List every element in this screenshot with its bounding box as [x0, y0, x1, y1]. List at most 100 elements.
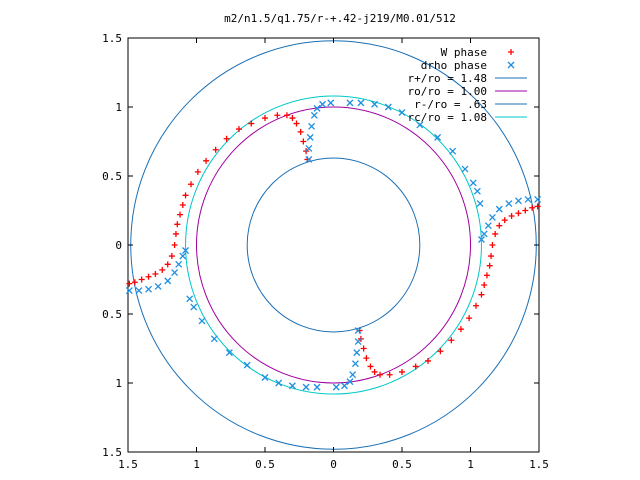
data-point: [481, 282, 488, 289]
data-point: [172, 230, 179, 237]
data-point: [327, 99, 335, 107]
data-point: [332, 383, 340, 391]
data-point: [480, 230, 488, 238]
data-point: [283, 112, 290, 119]
data-point: [488, 253, 495, 260]
data-point: [243, 361, 251, 369]
data-point: [473, 187, 481, 195]
data-point: [529, 204, 536, 211]
legend-label-w-phase: W phase: [441, 46, 487, 59]
data-point: [306, 133, 314, 141]
data-point: [145, 273, 152, 280]
data-point: [319, 100, 326, 108]
data-point: [496, 222, 503, 229]
data-point: [534, 203, 541, 210]
y-tick-label: 1.5: [102, 32, 122, 45]
data-point: [386, 371, 393, 378]
data-point: [164, 261, 171, 268]
data-point: [145, 285, 153, 293]
data-point: [179, 201, 186, 208]
data-point: [131, 279, 138, 286]
data-point: [486, 262, 493, 269]
data-point: [171, 242, 178, 248]
data-point: [466, 315, 473, 322]
data-point: [478, 291, 485, 298]
data-point: [425, 357, 432, 364]
data-point: [274, 112, 281, 119]
data-point: [168, 253, 175, 260]
x-tick-label: 1: [467, 458, 474, 471]
data-point: [188, 181, 195, 188]
data-point: [349, 371, 357, 379]
data-point: [371, 368, 378, 375]
data-point: [305, 155, 313, 163]
data-point: [262, 115, 268, 122]
data-point: [534, 196, 542, 203]
data-point: [492, 230, 499, 237]
data-point: [225, 349, 233, 357]
data-point: [524, 196, 532, 203]
data-point: [341, 382, 348, 390]
data-point: [384, 103, 392, 111]
data-point: [457, 326, 464, 333]
data-point: [212, 146, 219, 153]
data-point: [223, 135, 230, 142]
circle-ro-ro-1-00: [196, 106, 471, 384]
x-tick-label: 0.5: [255, 458, 275, 471]
series-drho-phase: [125, 99, 542, 391]
data-point: [377, 371, 384, 378]
data-point: [194, 168, 201, 175]
data-point: [302, 383, 310, 391]
y-tick-label: 1: [115, 101, 122, 114]
data-point: [354, 338, 362, 346]
y-tick-label: 1.5: [102, 446, 122, 459]
data-point: [203, 157, 210, 164]
data-point: [300, 138, 307, 145]
data-point: [135, 287, 143, 294]
legend-label-drho-phase: drho phase: [421, 59, 487, 72]
data-point: [357, 99, 365, 107]
data-point: [190, 303, 198, 311]
legend-label-ro-ro-1-00: ro/ro = 1.00: [408, 85, 487, 98]
data-point: [483, 272, 490, 279]
data-point: [164, 277, 172, 285]
data-point: [354, 327, 362, 335]
data-point: [126, 280, 133, 287]
legend-label-rc-ro-1-08: rc/ro = 1.08: [408, 111, 487, 124]
series-w-phase: [126, 112, 541, 378]
data-point: [308, 122, 316, 130]
data-point: [159, 266, 166, 273]
legend-label-r-ro-63: r-/ro = .63: [414, 98, 487, 111]
data-point: [305, 144, 313, 152]
data-point: [289, 115, 296, 122]
data-point: [175, 260, 183, 268]
data-point: [313, 104, 321, 112]
data-point: [152, 270, 159, 277]
data-point: [461, 165, 469, 173]
data-point: [182, 192, 189, 199]
data-point: [125, 287, 133, 294]
data-point: [154, 282, 162, 290]
y-tick-label: 0.5: [102, 308, 122, 321]
data-point: [489, 242, 496, 248]
data-point: [501, 217, 508, 224]
data-point: [179, 252, 187, 260]
x-tick-label: 0.5: [392, 458, 412, 471]
data-point: [399, 368, 405, 375]
data-point: [353, 349, 361, 357]
data-point: [448, 337, 455, 344]
data-point: [182, 247, 189, 254]
data-point: [288, 382, 296, 390]
data-point: [310, 111, 318, 119]
data-point: [261, 374, 269, 381]
data-point: [508, 213, 515, 220]
data-point: [174, 221, 181, 228]
data-point: [138, 276, 145, 283]
data-point: [293, 120, 300, 127]
data-point: [186, 295, 194, 303]
data-point: [515, 210, 522, 217]
data-point: [248, 120, 255, 127]
data-point: [495, 205, 503, 213]
data-point: [275, 379, 283, 387]
